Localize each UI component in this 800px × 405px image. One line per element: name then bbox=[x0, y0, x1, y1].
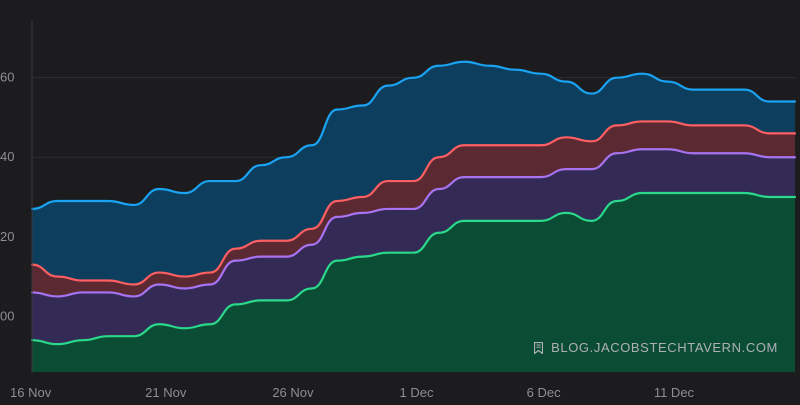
watermark[interactable]: BLOG.JACOBSTECHTAVERN.COM bbox=[534, 340, 778, 355]
y-tick-label: 20 bbox=[0, 229, 14, 244]
area-layer bbox=[32, 61, 795, 372]
x-tick-label: 26 Nov bbox=[272, 385, 314, 400]
x-tick-label: 11 Dec bbox=[654, 385, 695, 400]
y-tick-label: 00 bbox=[0, 308, 14, 323]
x-tick-label: 16 Nov bbox=[10, 385, 52, 400]
x-tick-label: 21 Nov bbox=[145, 385, 187, 400]
y-tick-label: 60 bbox=[0, 70, 14, 85]
bookmark-icon bbox=[534, 341, 544, 354]
series-line-2 bbox=[30, 120, 797, 286]
x-tick-label: 1 Dec bbox=[400, 385, 434, 400]
x-tick-label: 6 Dec bbox=[527, 385, 561, 400]
line-layer bbox=[30, 60, 797, 346]
y-tick-label: 40 bbox=[0, 149, 14, 164]
label-layer: 00 20 40 60 16 Nov 21 Nov 26 Nov 1 Dec 6 Dec 11 D… bbox=[0, 70, 695, 400]
series-line-0 bbox=[30, 191, 797, 346]
series-line-1 bbox=[30, 148, 797, 298]
watermark-text: BLOG.JACOBSTECHTAVERN.COM bbox=[551, 340, 778, 355]
series-line-3 bbox=[30, 60, 797, 211]
series-area-0 bbox=[32, 193, 795, 372]
